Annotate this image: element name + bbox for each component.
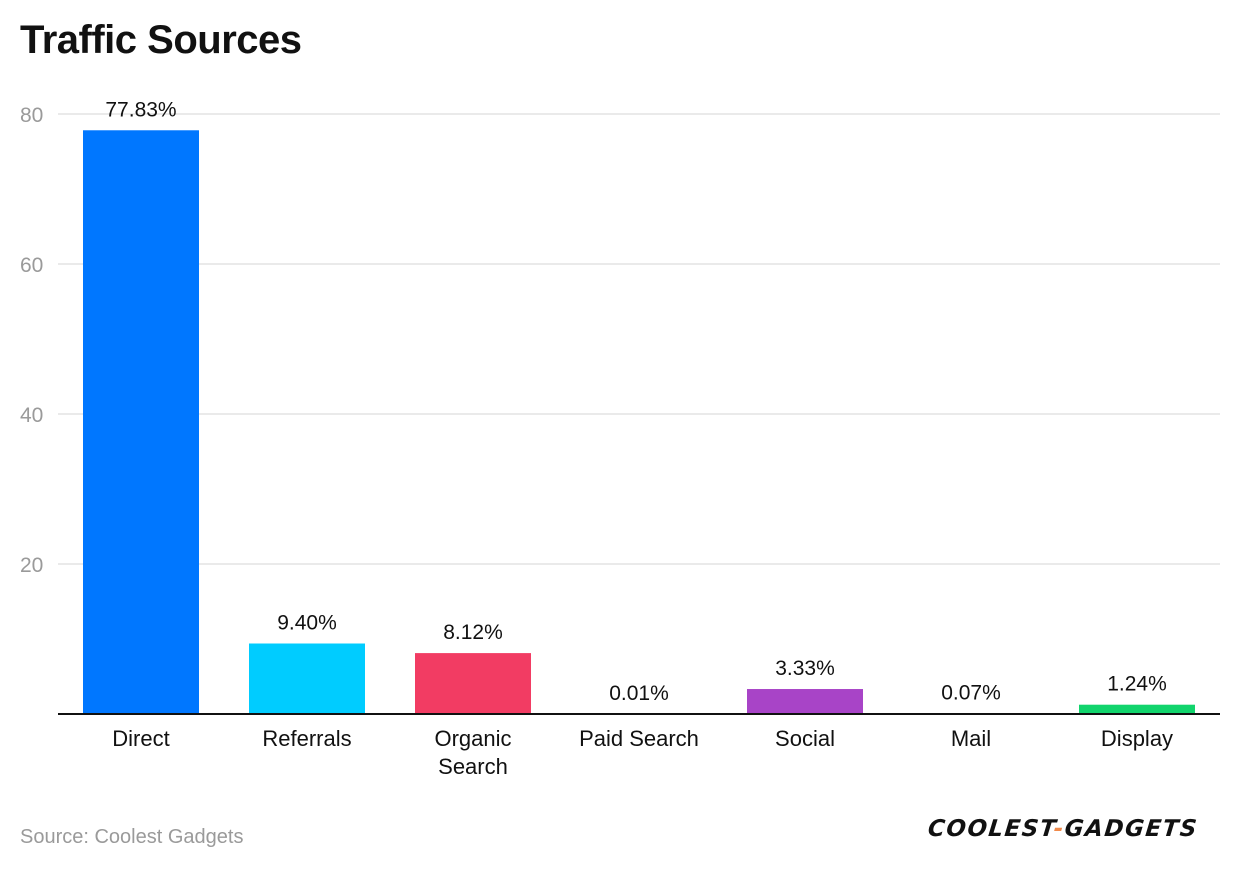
x-tick-label: Referrals	[262, 726, 351, 751]
x-tick-label: Display	[1101, 726, 1173, 751]
data-label: 0.01%	[609, 682, 669, 705]
chart-title: Traffic Sources	[20, 18, 302, 62]
logo-text-gadgets: GADGETS	[1063, 816, 1200, 842]
logo-text-coolest: COOLEST	[926, 816, 1056, 842]
data-label: 9.40%	[277, 612, 337, 635]
y-tick-label: 40	[20, 404, 43, 427]
bars	[83, 130, 1195, 714]
x-tick-label: Mail	[951, 726, 991, 751]
y-tick-label: 20	[20, 554, 43, 577]
bar	[249, 643, 365, 714]
x-tick-label: Direct	[112, 726, 169, 751]
data-label: 0.07%	[941, 681, 1001, 704]
gridlines	[58, 113, 1220, 565]
x-axis-labels: Direct Referrals Organic Search Paid Search S…	[112, 726, 1173, 779]
brand-logo: COOLEST-GADGETS	[927, 816, 1200, 842]
x-tick-label: Paid Search	[579, 726, 699, 751]
y-tick-label: 80	[20, 104, 43, 127]
bar	[83, 130, 199, 714]
bar	[747, 689, 863, 714]
data-label: 8.12%	[443, 621, 503, 644]
bar	[415, 653, 531, 714]
source-note: Source: Coolest Gadgets	[20, 826, 244, 848]
y-tick-label: 60	[20, 254, 43, 277]
data-label: 77.83%	[105, 98, 176, 121]
value-labels: 77.83% 9.40% 8.12% 0.01% 3.33% 0.07% 1.24%	[105, 98, 1166, 705]
data-label: 3.33%	[775, 657, 835, 680]
bar	[1079, 704, 1195, 714]
x-tick-label: Social	[775, 726, 835, 751]
x-tick-label: Search	[438, 754, 508, 779]
data-label: 1.24%	[1107, 673, 1167, 696]
x-tick-label: Organic	[434, 726, 511, 751]
bar-chart: 20 40 60 80 77.83% 9.40% 8.12% 0.01% 3.33% 0.07%…	[20, 98, 1220, 779]
y-axis-ticks: 20 40 60 80	[20, 104, 43, 577]
